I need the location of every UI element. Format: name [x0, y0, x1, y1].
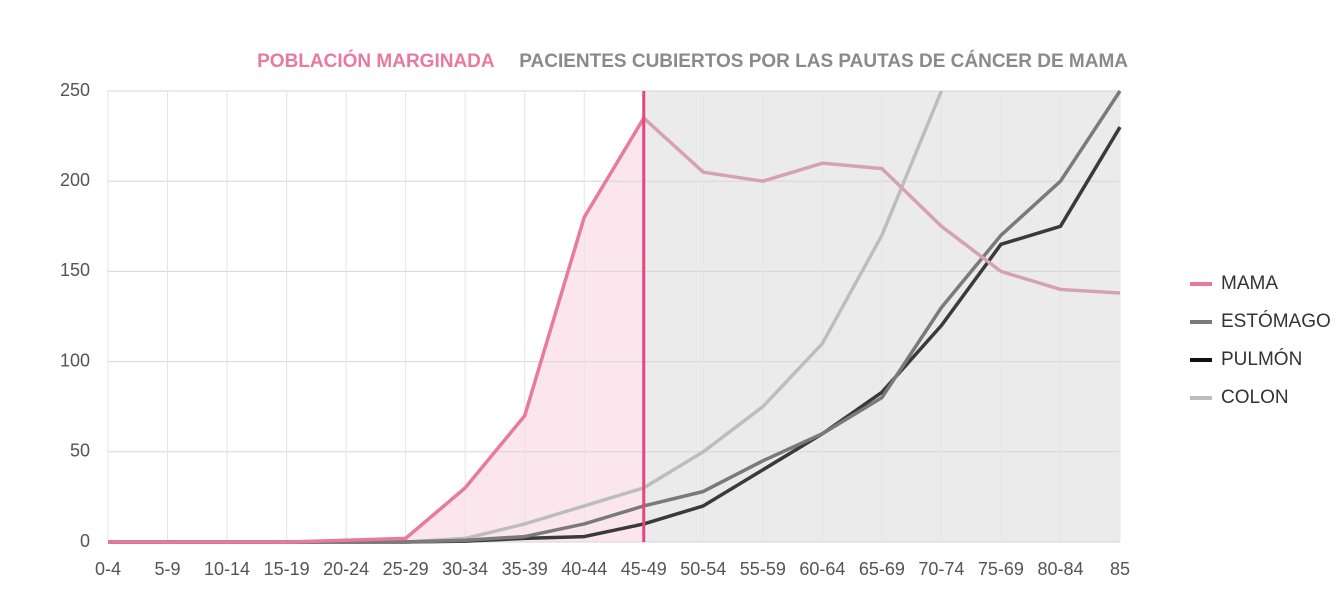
x-tick-label: 70-74 [918, 559, 964, 579]
series-line [108, 116, 1121, 544]
x-tick-label: 60-64 [799, 559, 845, 579]
legend-label: MAMA [1221, 273, 1278, 294]
y-tick-label: 150 [60, 260, 90, 280]
y-tick-label: 50 [70, 441, 90, 461]
x-tick-label: 85 [1110, 559, 1130, 579]
y-tick-label: 200 [60, 170, 90, 190]
x-tick-label: 65-69 [859, 559, 905, 579]
x-tick-label: 15-19 [264, 559, 310, 579]
legend-label: PULMÓN [1221, 348, 1302, 370]
x-tick-label: 55-59 [740, 559, 786, 579]
y-tick-label: 100 [60, 350, 90, 370]
region-label: PACIENTES CUBIERTOS POR LAS PAUTAS DE CÁ… [519, 50, 1128, 72]
x-tick-label: 10-14 [204, 559, 250, 579]
region-label: POBLACIÓN MARGINADA [257, 50, 495, 72]
x-tick-label: 0-4 [95, 559, 121, 579]
x-tick-label: 45-49 [621, 559, 667, 579]
x-tick-label: 75-69 [978, 559, 1024, 579]
y-tick-label: 0 [80, 531, 90, 551]
x-tick-label: 50-54 [680, 559, 726, 579]
x-tick-label: 30-34 [442, 559, 488, 579]
x-tick-label: 40-44 [561, 559, 607, 579]
x-tick-label: 35-39 [502, 559, 548, 579]
x-tick-label: 5-9 [155, 559, 181, 579]
x-tick-label: 25-29 [383, 559, 429, 579]
y-tick-label: 250 [60, 80, 90, 100]
x-tick-label: 20-24 [323, 559, 369, 579]
legend-label: ESTÓMAGO [1221, 310, 1331, 332]
x-tick-label: 80-84 [1037, 559, 1083, 579]
legend-label: COLON [1221, 387, 1289, 408]
